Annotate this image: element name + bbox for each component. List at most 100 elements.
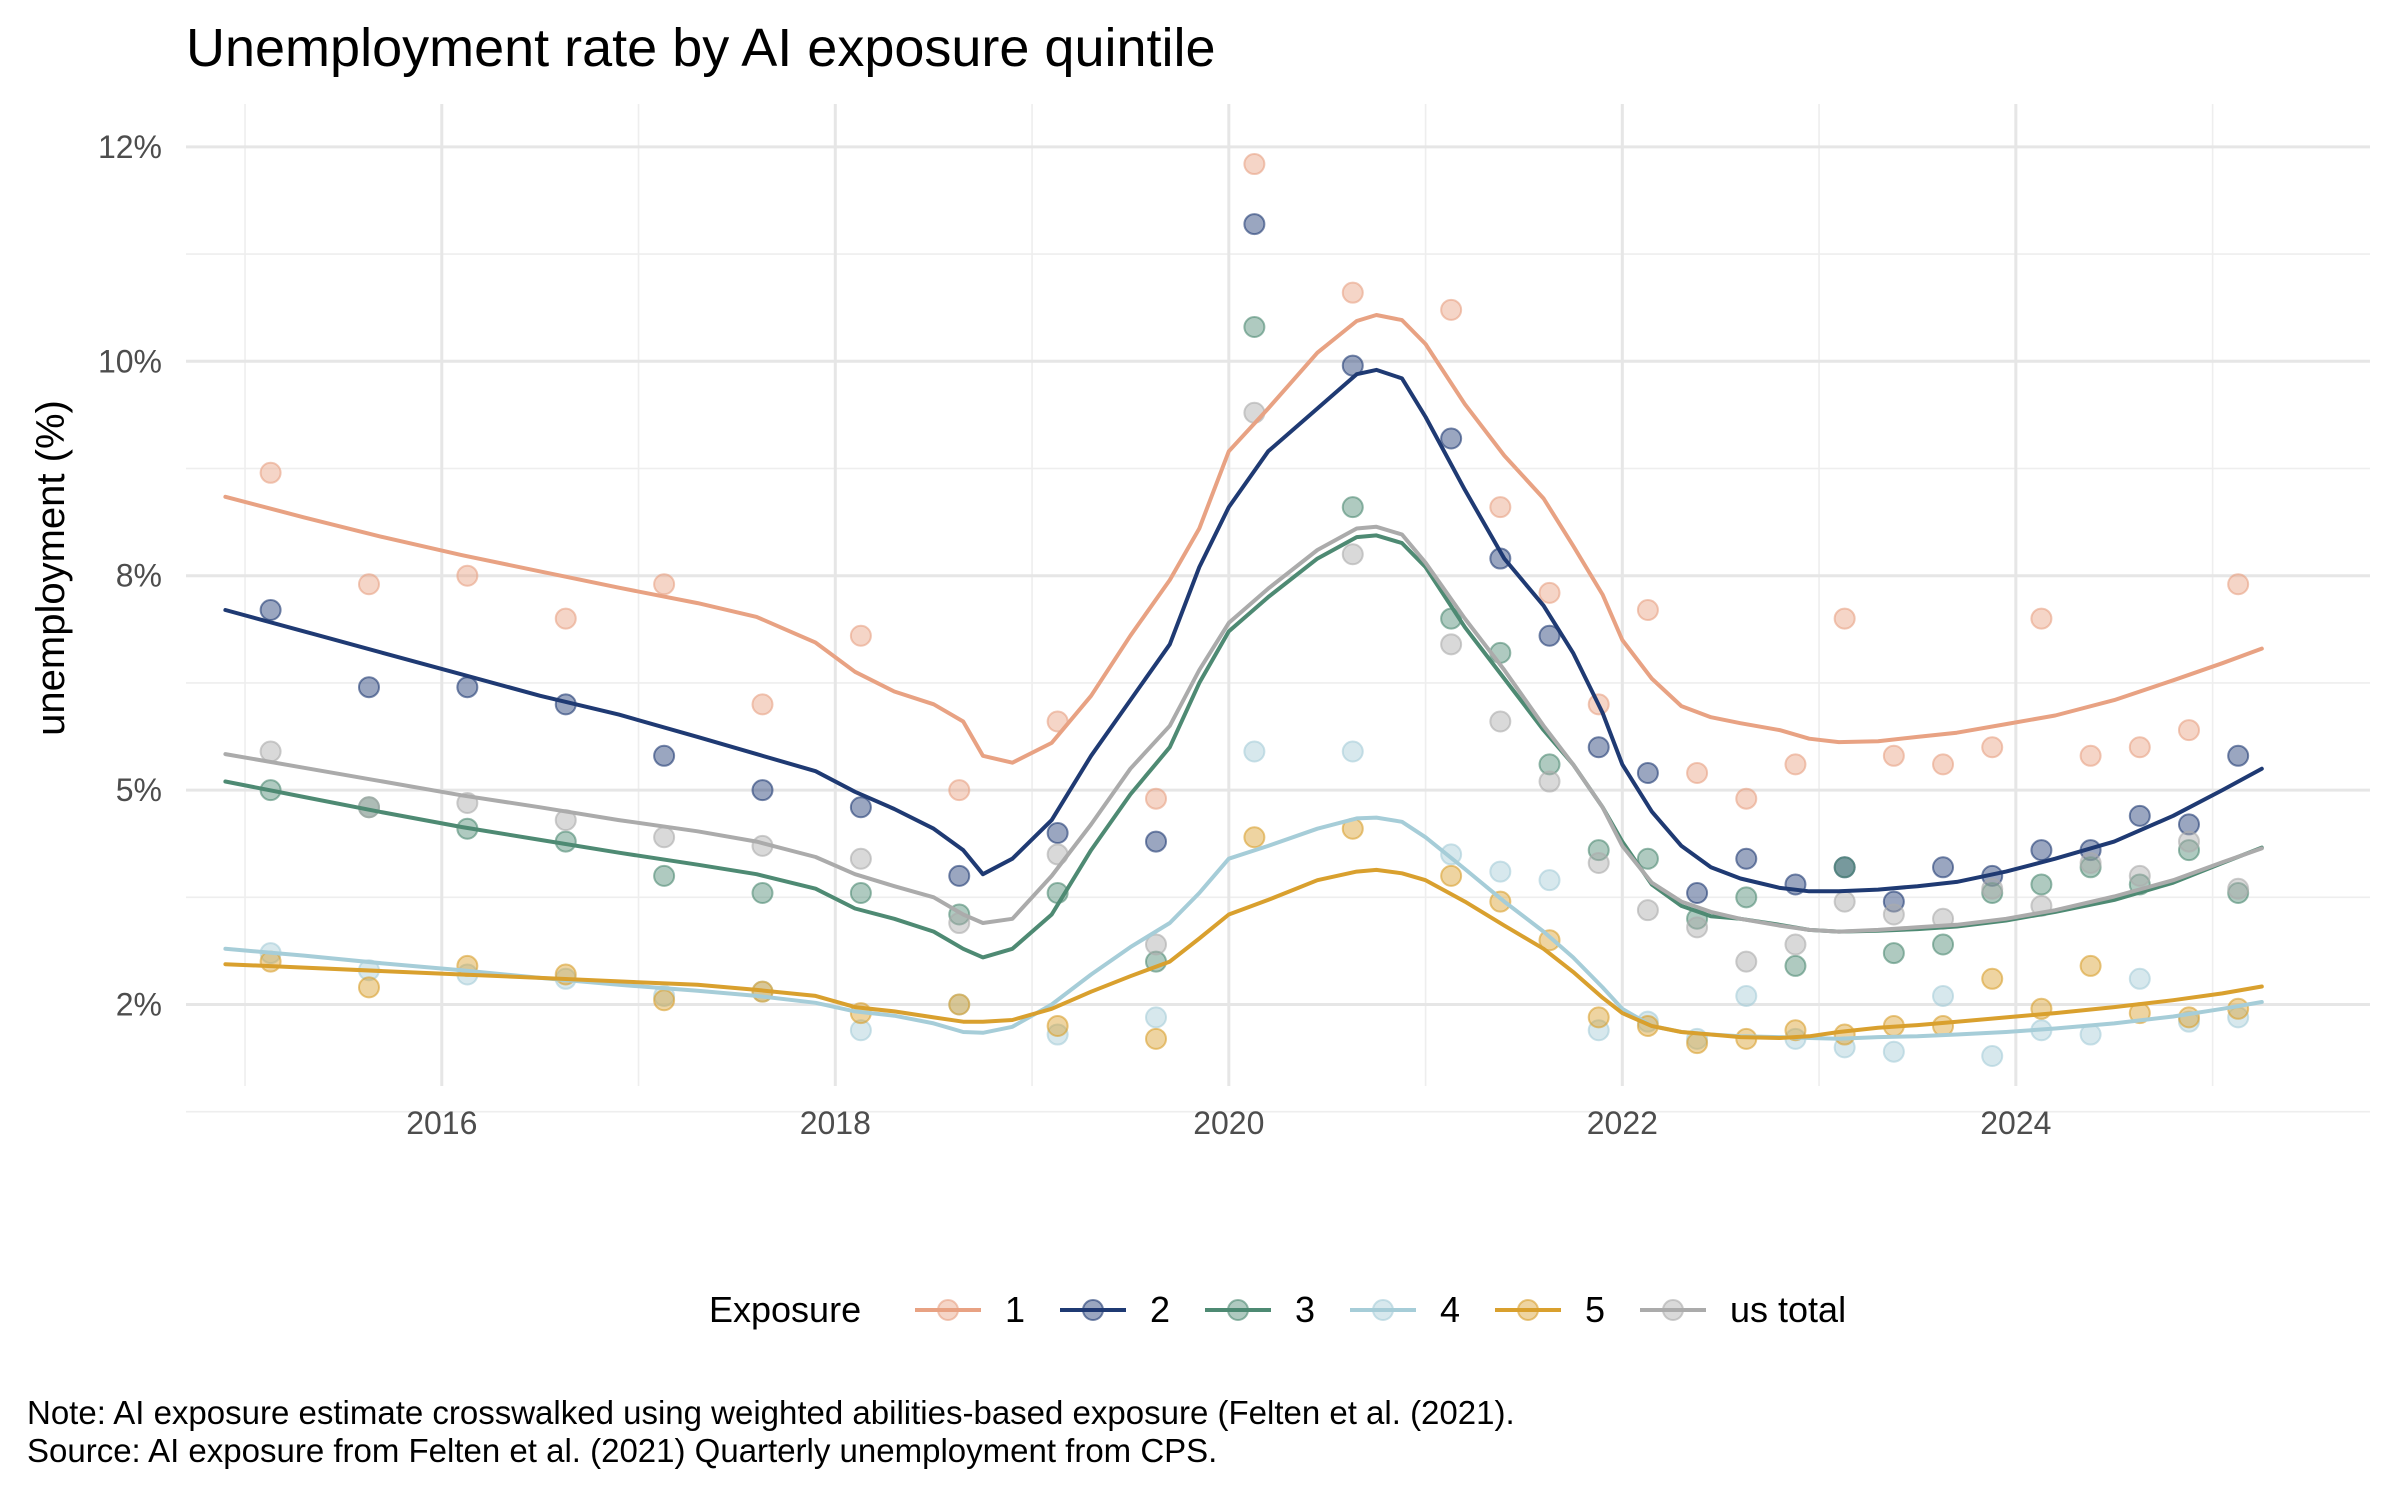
legend-key-point	[1517, 1299, 1539, 1321]
chart-title: Unemployment rate by AI exposure quintil…	[186, 18, 1216, 78]
data-point-series-2	[456, 676, 479, 699]
legend-label: us total	[1730, 1289, 1846, 1330]
data-point-series-1	[1341, 281, 1364, 304]
data-point-series-1	[2030, 607, 2053, 630]
data-point-series-us-total	[2177, 830, 2200, 853]
data-point-series-3	[751, 882, 774, 905]
data-point-series-3	[1932, 933, 1955, 956]
data-point-series-3	[1341, 496, 1364, 519]
data-point-series-1	[1932, 753, 1955, 776]
data-point-series-1	[1981, 736, 2004, 759]
data-point-series-2	[1145, 830, 1168, 853]
data-point-series-2	[357, 676, 380, 699]
data-point-series-2	[2177, 813, 2200, 836]
data-point-series-1	[1538, 581, 1561, 604]
data-point-series-us-total	[1538, 770, 1561, 793]
data-point-series-us-total	[2128, 864, 2151, 887]
data-point-series-2	[751, 779, 774, 802]
data-point-series-us-total	[849, 847, 872, 870]
note-line: Note: AI exposure estimate crosswalked u…	[27, 1394, 1515, 1431]
y-tick-label: 12%	[98, 129, 162, 165]
data-point-series-3	[1784, 954, 1807, 977]
data-point-series-4	[1882, 1040, 1905, 1063]
gridlines-major	[186, 104, 2370, 1086]
data-point-series-us-total	[2227, 877, 2250, 900]
y-tick-label: 10%	[98, 343, 162, 379]
legend-item-2: 2	[1060, 1289, 1170, 1330]
data-point-series-4	[1243, 740, 1266, 763]
data-point-series-2	[2227, 744, 2250, 767]
data-point-series-1	[456, 564, 479, 587]
data-point-series-1	[1489, 496, 1512, 519]
y-tick-label: 5%	[116, 772, 162, 808]
legend-item-5: 5	[1495, 1289, 1605, 1330]
data-point-series-4	[1735, 984, 1758, 1007]
legend-label: 5	[1585, 1289, 1605, 1330]
data-point-series-2	[2128, 804, 2151, 827]
data-point-series-5	[1145, 1027, 1168, 1050]
trend-line-series-2	[223, 367, 2264, 894]
data-point-series-2	[1243, 213, 1266, 236]
trend-line-series-4	[223, 815, 2264, 1041]
data-point-series-5	[1587, 1006, 1610, 1029]
data-point-series-2	[2030, 839, 2053, 862]
source-line: Source: AI exposure from Felten et al. (…	[27, 1432, 1217, 1469]
data-point-series-1	[554, 607, 577, 630]
data-point-series-3	[1735, 886, 1758, 909]
trend-line-series-1	[223, 313, 2264, 765]
data-point-series-3	[849, 882, 872, 905]
legend-key-point	[1082, 1299, 1104, 1321]
legend-label: 3	[1295, 1289, 1315, 1330]
legend-label: 2	[1150, 1289, 1170, 1330]
data-point-series-5	[1981, 967, 2004, 990]
data-point-series-4	[1981, 1044, 2004, 1067]
data-point-series-2	[1686, 882, 1709, 905]
legend: Exposure 1 2 3 4 5 us total	[709, 1289, 1846, 1330]
legend-item-us-total: us total	[1640, 1289, 1846, 1330]
data-point-series-1	[259, 461, 282, 484]
legend-item-4: 4	[1350, 1289, 1460, 1330]
legend-label: 1	[1005, 1289, 1025, 1330]
data-point-series-5	[1243, 826, 1266, 849]
x-tick-label: 2024	[1980, 1105, 2051, 1141]
y-tick-label: 2%	[116, 987, 162, 1023]
data-point-series-5	[1686, 1032, 1709, 1055]
data-point-series-4	[2128, 967, 2151, 990]
data-point-series-2	[849, 796, 872, 819]
data-point-series-4	[1489, 860, 1512, 883]
data-point-series-2	[948, 864, 971, 887]
data-point-series-1	[653, 573, 676, 596]
data-point-series-2	[1440, 427, 1463, 450]
x-tick-label: 2018	[800, 1105, 871, 1141]
data-point-series-5	[2079, 954, 2102, 977]
data-point-series-5	[2177, 1006, 2200, 1029]
data-point-series-1	[2227, 573, 2250, 596]
legend-key-point	[1227, 1299, 1249, 1321]
data-point-series-us-total	[1243, 401, 1266, 424]
data-point-series-5	[1440, 864, 1463, 887]
data-point-series-1	[357, 573, 380, 596]
data-point-series-4	[1341, 740, 1364, 763]
data-point-series-4	[1145, 1006, 1168, 1029]
y-axis-title: unemployment (%)	[29, 400, 73, 736]
data-point-series-2	[1538, 624, 1561, 647]
data-point-series-4	[1538, 869, 1561, 892]
data-point-series-1	[1440, 298, 1463, 321]
data-point-series-2	[1932, 856, 1955, 879]
data-point-series-5	[1046, 1014, 1069, 1037]
data-point-series-5	[357, 976, 380, 999]
data-point-series-5	[653, 989, 676, 1012]
data-point-series-1	[1243, 153, 1266, 176]
data-point-series-5	[1538, 929, 1561, 952]
x-tick-label: 2020	[1193, 1105, 1264, 1141]
data-point-series-1	[1686, 761, 1709, 784]
data-point-series-us-total	[1686, 916, 1709, 939]
data-point-series-3	[1636, 847, 1659, 870]
data-point-series-1	[1833, 607, 1856, 630]
data-point-series-us-total	[1145, 933, 1168, 956]
legend-key-point	[1372, 1299, 1394, 1321]
y-tick-label: 8%	[116, 558, 162, 594]
data-point-series-5	[948, 993, 971, 1016]
data-point-series-4	[849, 1019, 872, 1042]
x-tick-label: 2016	[406, 1105, 477, 1141]
